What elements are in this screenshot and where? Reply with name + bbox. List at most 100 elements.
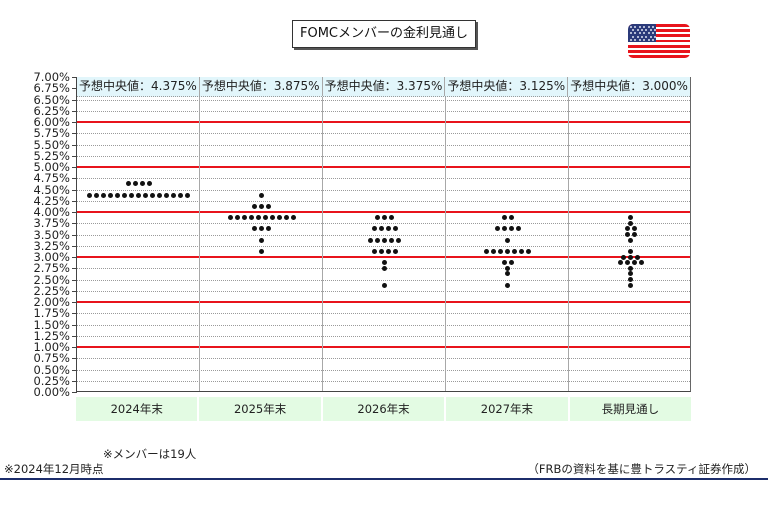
dot-projection bbox=[259, 248, 264, 254]
dot-projection bbox=[252, 226, 257, 232]
flag-stripe bbox=[628, 50, 690, 54]
category-label: 2027年末 bbox=[446, 397, 568, 421]
flag-stripe bbox=[628, 55, 690, 58]
dot-projection bbox=[491, 248, 496, 254]
dot-projection bbox=[389, 237, 394, 243]
dot-projection bbox=[255, 215, 261, 221]
dot-projection bbox=[519, 248, 524, 254]
y-tick-mark bbox=[72, 313, 77, 315]
dot-projection bbox=[290, 215, 296, 221]
y-tick-mark bbox=[72, 302, 77, 303]
y-tick-mark bbox=[72, 122, 77, 123]
median-label: 予想中央値：4.375% bbox=[77, 77, 200, 96]
dot-projection bbox=[628, 277, 633, 282]
dot-projection bbox=[617, 260, 623, 266]
y-axis-labels: 0.00% 0.25% 0.50% 0.75% 1.00% 1.25% 1.50% 1.75%… bbox=[0, 0, 70, 506]
flag-stripe bbox=[628, 34, 690, 38]
y-tick-label: 0.00% bbox=[33, 385, 70, 399]
dot-projection bbox=[259, 226, 264, 232]
dot-projection bbox=[382, 215, 387, 221]
y-tick-label: 2.25% bbox=[33, 283, 70, 298]
dot-projection bbox=[378, 248, 384, 254]
dot-projection bbox=[628, 237, 633, 243]
dot-projection bbox=[621, 254, 626, 260]
dot-projection bbox=[385, 248, 391, 254]
flag-stripe bbox=[628, 26, 690, 30]
y-tick-label: 1.50% bbox=[33, 317, 70, 332]
y-tick-label: 5.50% bbox=[33, 137, 70, 152]
dot-projection bbox=[628, 265, 633, 271]
y-tick-mark bbox=[72, 223, 77, 225]
dot-projection bbox=[185, 192, 190, 198]
dot-projection bbox=[150, 192, 155, 198]
gridline bbox=[77, 358, 690, 360]
dot-projection bbox=[396, 237, 401, 243]
dot-projection bbox=[501, 260, 507, 266]
dot-projection bbox=[512, 248, 517, 254]
flag-stripe bbox=[628, 29, 690, 33]
dot-projection bbox=[382, 282, 387, 288]
dot-projection bbox=[505, 248, 510, 254]
y-tick-label: 1.75% bbox=[33, 306, 70, 321]
dot-projection bbox=[382, 265, 387, 271]
gridline bbox=[77, 313, 690, 315]
plot-area: 予想中央値：4.375% 予想中央値：3.875% 予想中央値：3.375% 予想中央… bbox=[72, 77, 691, 393]
y-tick-label: 4.00% bbox=[33, 205, 70, 219]
y-tick-mark bbox=[72, 200, 77, 202]
category-label: 2026年末 bbox=[322, 397, 445, 421]
dot-projection bbox=[628, 271, 633, 277]
y-tick-label: 2.75% bbox=[33, 261, 70, 276]
dot-projection bbox=[259, 192, 264, 198]
y-tick-mark bbox=[72, 88, 77, 90]
y-tick-mark bbox=[72, 268, 77, 270]
median-label: 予想中央値：3.125% bbox=[445, 77, 569, 96]
dot-projection bbox=[631, 226, 637, 232]
dot-projection bbox=[371, 248, 377, 254]
whole-percent-line bbox=[77, 256, 690, 258]
dot-projection bbox=[628, 220, 633, 226]
y-tick-mark bbox=[72, 189, 77, 191]
flag-stripe bbox=[628, 47, 690, 51]
y-tick-label: 6.25% bbox=[33, 103, 70, 118]
gridline bbox=[77, 369, 690, 371]
dot-projection bbox=[505, 282, 510, 288]
dot-projection bbox=[385, 226, 391, 232]
gridline bbox=[77, 110, 690, 112]
dot-projection bbox=[259, 237, 264, 243]
y-tick-label: 3.75% bbox=[33, 216, 70, 231]
gridline bbox=[77, 324, 690, 326]
y-tick-mark bbox=[72, 335, 77, 337]
y-tick-label: 0.50% bbox=[33, 362, 70, 377]
median-band: 予想中央値：4.375% 予想中央値：3.875% 予想中央値：3.375% 予想中央… bbox=[77, 77, 690, 97]
y-tick-label: 1.25% bbox=[33, 328, 70, 343]
dot-projection bbox=[382, 237, 387, 243]
flag-stripe bbox=[628, 37, 690, 41]
y-tick-label: 3.00% bbox=[33, 250, 70, 264]
as-of-note: ※2024年12月時点 bbox=[4, 462, 104, 476]
whole-percent-line bbox=[77, 211, 690, 213]
y-tick-label: 4.50% bbox=[33, 182, 70, 197]
dot-projection bbox=[484, 248, 489, 254]
dot-projection bbox=[392, 248, 398, 254]
dot-projection bbox=[266, 226, 271, 232]
dot-projection bbox=[515, 226, 521, 232]
whole-percent-line bbox=[77, 166, 690, 168]
dot-projection bbox=[505, 271, 510, 277]
dot-projection bbox=[378, 226, 384, 232]
y-tick-label: 5.00% bbox=[33, 160, 70, 174]
flag-stripe bbox=[628, 44, 690, 49]
category-label: 2024年末 bbox=[76, 397, 198, 421]
dot-projection bbox=[139, 181, 145, 187]
y-tick-label: 0.75% bbox=[33, 351, 70, 366]
dot-projection bbox=[136, 192, 141, 198]
y-tick-mark bbox=[72, 155, 77, 157]
dot-projection bbox=[628, 215, 633, 221]
dot-projection bbox=[508, 226, 514, 232]
y-tick-mark bbox=[72, 392, 77, 393]
gridline bbox=[77, 245, 690, 247]
dot-projection bbox=[382, 260, 387, 266]
dot-projection bbox=[628, 254, 633, 260]
whole-percent-line bbox=[77, 346, 690, 348]
y-tick-mark bbox=[72, 245, 77, 247]
y-tick-mark bbox=[72, 257, 77, 258]
